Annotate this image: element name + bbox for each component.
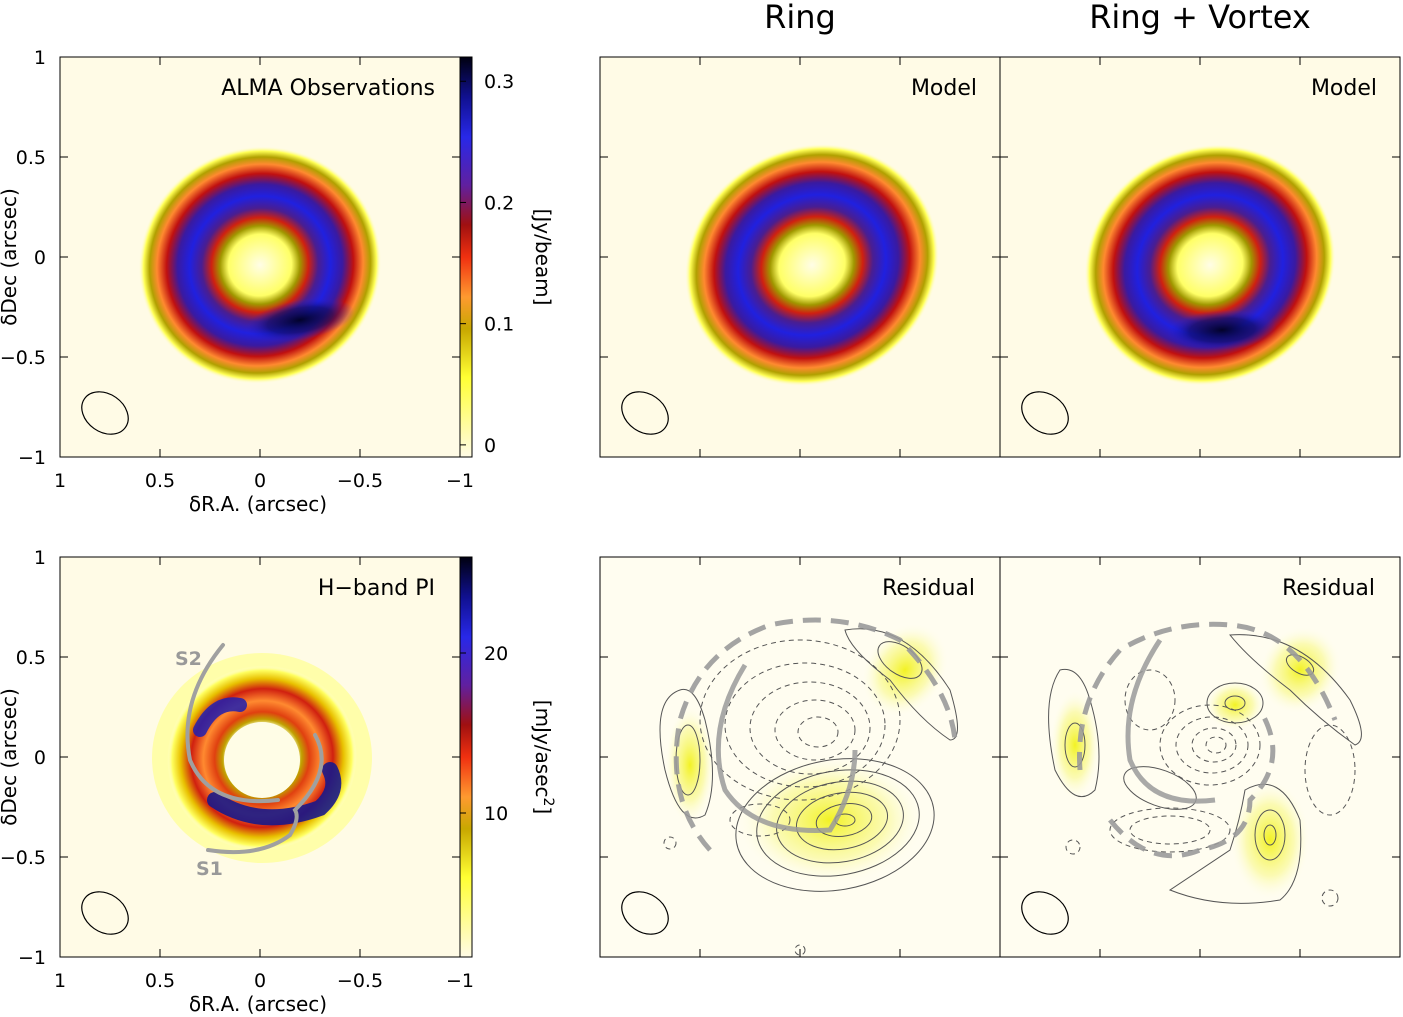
residual-positive-region xyxy=(735,755,925,885)
colorbar-label: [Jy/beam] xyxy=(531,209,555,306)
colorbar-label-sup: 2 xyxy=(540,798,556,807)
spiral-s1 xyxy=(206,733,324,855)
colorbar-tick-label: 0.1 xyxy=(484,314,514,336)
x-tick-label: 0.5 xyxy=(145,470,175,492)
positive-contours xyxy=(1048,634,1362,904)
beam-ellipse xyxy=(621,891,669,935)
beam-ellipse xyxy=(81,891,129,935)
colorbar-label-text: [mJy/asec xyxy=(531,700,555,798)
colorbar-alma: 0.3 0.2 0.1 0 [Jy/beam] xyxy=(459,56,555,458)
panel-hband: S2 S1 H−band PI xyxy=(59,556,461,958)
residual-positive-region xyxy=(1205,680,1265,730)
axes-alma: 1 1 0.5 0.5 0 0 −0.5 −0.5 −1 −1 δR.A. (arcsec) δDec… xyxy=(0,47,474,516)
panel-alma: ALMA Observations xyxy=(59,56,461,458)
colorbar-label: [mJy/asec2] xyxy=(531,700,556,814)
y-tick-label: 1 xyxy=(34,47,46,69)
colorbar-tick-label: 0.2 xyxy=(484,192,514,214)
axes-hband: 1 1 0.5 0.5 0 0 −0.5 −0.5 −1 −1 δR.A. (arcsec) δDec… xyxy=(0,547,474,1016)
x-tick-label: −0.5 xyxy=(337,470,383,492)
negative-contours xyxy=(663,639,901,956)
column-title-ring-vortex: Ring + Vortex xyxy=(1089,0,1311,36)
panel-model-ring: Model xyxy=(599,56,1001,458)
colorbar-gradient xyxy=(459,556,473,958)
y-axis-label: δDec (arcsec) xyxy=(0,688,21,826)
y-tick-label: 1 xyxy=(34,547,46,569)
x-tick-label: 0 xyxy=(254,970,266,992)
x-tick-label: 0.5 xyxy=(145,970,175,992)
residual-positive-region xyxy=(1258,626,1342,714)
panel-residual-ring: Residual xyxy=(599,556,1001,958)
x-axis-label: δR.A. (arcsec) xyxy=(189,492,327,516)
panel-title: Residual xyxy=(882,576,975,601)
beam-ellipse xyxy=(621,391,669,435)
colorbar-tick-label: 20 xyxy=(484,643,508,665)
panel-model-vortex: Model xyxy=(999,56,1401,458)
panel-title: ALMA Observations xyxy=(221,76,435,101)
y-tick-label: 0.5 xyxy=(16,647,46,669)
x-tick-label: 0 xyxy=(254,470,266,492)
dashed-ring-outline xyxy=(673,617,958,852)
panel-title: Residual xyxy=(1282,576,1375,601)
panel-background xyxy=(600,557,1000,957)
spiral-label-s2: S2 xyxy=(175,648,202,670)
hband-blue-arc-south xyxy=(207,762,342,826)
dashed-ring-outline xyxy=(1077,621,1338,859)
residual-positive-region xyxy=(1050,690,1100,800)
spiral-label-s1: S1 xyxy=(196,858,223,880)
x-tick-label: 1 xyxy=(54,470,66,492)
disk-peak xyxy=(1167,309,1277,351)
y-tick-label: 0.5 xyxy=(16,147,46,169)
beam-ellipse xyxy=(81,391,129,435)
spiral-s2 xyxy=(185,643,280,804)
y-tick-label: −0.5 xyxy=(0,847,46,869)
residual-positive-region xyxy=(1230,780,1310,900)
beam-ellipse xyxy=(1021,391,1069,435)
panel-title: H−band PI xyxy=(318,576,435,601)
panel-title: Model xyxy=(1311,76,1377,101)
spiral-s2 xyxy=(1125,638,1216,804)
column-title-ring: Ring xyxy=(764,0,836,36)
residual-positive-region xyxy=(861,623,949,717)
hband-center xyxy=(224,722,300,798)
colorbar-label-end: ] xyxy=(531,806,555,814)
beam-ellipse xyxy=(1021,891,1069,935)
y-tick-label: −1 xyxy=(18,447,46,469)
tick-marks-model-panels xyxy=(599,56,1401,958)
x-axis-label: δR.A. (arcsec) xyxy=(189,992,327,1016)
y-tick-label: −0.5 xyxy=(0,347,46,369)
negative-contours xyxy=(1065,669,1356,907)
disk-ring xyxy=(684,143,940,387)
y-tick-label: 0 xyxy=(34,747,46,769)
panel-residual-vortex: Residual xyxy=(999,556,1401,958)
colorbar-gradient xyxy=(459,56,473,458)
x-tick-label: −1 xyxy=(446,970,474,992)
panel-title: Model xyxy=(911,76,977,101)
spiral-s2 xyxy=(715,663,858,833)
x-tick-label: 1 xyxy=(54,970,66,992)
hband-blue-arc-north xyxy=(193,697,247,737)
colorbar-tick-label: 10 xyxy=(484,803,508,825)
x-tick-label: −0.5 xyxy=(337,970,383,992)
x-tick-label: −1 xyxy=(446,470,474,492)
colorbar-hband: 20 10 [mJy/asec2] xyxy=(459,556,556,958)
y-tick-label: 0 xyxy=(34,247,46,269)
disk-peak xyxy=(245,298,355,342)
y-axis-label: δDec (arcsec) xyxy=(0,188,21,326)
colorbar-tick-label: 0 xyxy=(484,435,496,457)
colorbar-tick-label: 0.3 xyxy=(484,71,514,93)
y-tick-label: −1 xyxy=(18,947,46,969)
